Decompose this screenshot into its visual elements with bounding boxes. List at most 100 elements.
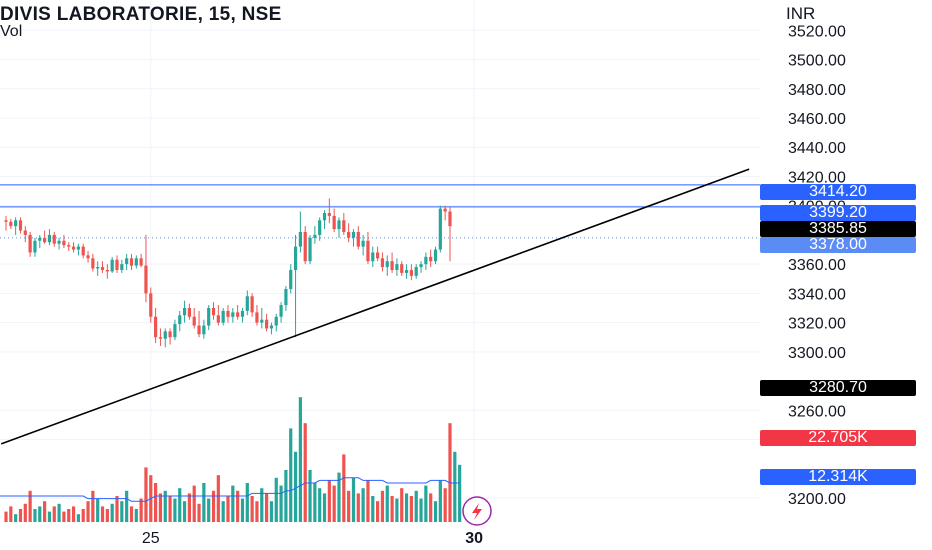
volume-bars bbox=[4, 397, 462, 522]
lightning-icon[interactable] bbox=[462, 496, 492, 526]
candle-body bbox=[269, 325, 274, 329]
candle-body bbox=[71, 246, 76, 250]
candle-body bbox=[322, 212, 327, 221]
candle-body bbox=[207, 307, 211, 326]
volume-bar bbox=[361, 488, 365, 522]
volume-bar bbox=[453, 451, 457, 522]
candlesticks bbox=[4, 198, 452, 348]
y-tick-label: 3440.00 bbox=[788, 140, 846, 157]
volume-bar bbox=[351, 477, 356, 522]
resistance-low-badge[interactable]: 3399.20 bbox=[760, 205, 916, 221]
volume-bar bbox=[404, 493, 409, 522]
volume-bar bbox=[81, 509, 85, 522]
volume-bar bbox=[390, 496, 394, 522]
candle-body bbox=[14, 220, 18, 227]
candle-body bbox=[231, 312, 235, 317]
x-axis-ticks: 25 30 bbox=[142, 530, 483, 547]
candle-body bbox=[351, 231, 356, 238]
y-tick-label: 3420.00 bbox=[788, 169, 846, 186]
candle-body bbox=[139, 258, 143, 266]
volume-bar bbox=[71, 506, 76, 522]
symbol-title[interactable]: DIVIS LABORATORIE, 15, NSE bbox=[0, 4, 282, 25]
volume-bar bbox=[202, 483, 206, 522]
volume-bar bbox=[269, 501, 274, 522]
volume-bar bbox=[67, 509, 71, 522]
volume-bar bbox=[245, 483, 249, 522]
volume-bar bbox=[308, 470, 312, 522]
y-tick-label: 3500.00 bbox=[788, 53, 846, 70]
candle-body bbox=[409, 269, 413, 276]
candle-body bbox=[390, 261, 394, 270]
candle-body bbox=[178, 315, 182, 325]
volume-bar bbox=[120, 501, 124, 522]
volume-bar bbox=[409, 496, 413, 522]
candle-body bbox=[250, 296, 254, 313]
candle-body bbox=[125, 258, 129, 265]
candle-body bbox=[327, 212, 331, 216]
candle-body bbox=[129, 258, 134, 266]
resistance-high-badge[interactable]: 3414.20 bbox=[760, 184, 916, 200]
volume-bar bbox=[96, 498, 100, 522]
volume-bar bbox=[115, 496, 119, 522]
volume-bar bbox=[125, 490, 129, 522]
volume-bar bbox=[337, 472, 341, 522]
volume-bar bbox=[395, 498, 399, 522]
volume-bar bbox=[419, 498, 423, 522]
candle-body bbox=[57, 240, 61, 244]
volume-bar bbox=[33, 509, 37, 522]
candle-body bbox=[81, 246, 85, 256]
candle-body bbox=[144, 265, 148, 294]
y-tick-label: 3260.00 bbox=[788, 403, 846, 420]
candle-body bbox=[424, 256, 428, 265]
candle-body bbox=[120, 264, 124, 270]
volume-bar bbox=[173, 498, 177, 522]
horizontal-levels[interactable] bbox=[0, 184, 760, 239]
candle-body bbox=[202, 325, 206, 335]
y-tick-label: 3360.00 bbox=[788, 257, 846, 274]
volume-bar bbox=[448, 423, 452, 522]
volume-bar bbox=[154, 483, 158, 522]
volume-indicator-label[interactable]: Vol bbox=[0, 23, 23, 40]
candle-body bbox=[361, 240, 365, 247]
candle-body bbox=[158, 337, 163, 339]
volume-bar bbox=[429, 493, 433, 522]
candle-body bbox=[105, 269, 109, 272]
volume-bar bbox=[178, 488, 182, 522]
volume-bar bbox=[105, 509, 109, 522]
candle-body bbox=[293, 246, 298, 270]
trendline[interactable] bbox=[0, 168, 750, 445]
volume-bar bbox=[38, 506, 42, 522]
candle-body bbox=[419, 264, 423, 268]
volume-bar bbox=[342, 454, 346, 522]
volume-ma-badge: 12.314K bbox=[760, 469, 916, 485]
volume-bar bbox=[293, 451, 298, 522]
volume-bar bbox=[23, 503, 27, 522]
candle-body bbox=[47, 234, 52, 243]
candle-body bbox=[168, 331, 172, 338]
volume-bar bbox=[424, 485, 428, 522]
volume-bar bbox=[366, 480, 370, 522]
volume-bar bbox=[86, 501, 90, 522]
candle-body bbox=[429, 256, 433, 262]
candle-body bbox=[303, 231, 307, 262]
candle-body bbox=[448, 211, 452, 227]
candle-body bbox=[9, 221, 13, 227]
volume-bar bbox=[438, 480, 442, 522]
candle-body bbox=[100, 267, 105, 270]
volume-bar bbox=[298, 397, 302, 522]
candle-body bbox=[279, 305, 283, 317]
candle-body bbox=[197, 325, 201, 335]
dotted-level-badge[interactable]: 3378.00 bbox=[760, 237, 916, 253]
candle-body bbox=[115, 259, 119, 270]
volume-bar bbox=[289, 428, 293, 522]
volume-bar bbox=[9, 506, 13, 522]
candle-body bbox=[313, 234, 317, 238]
volume-bar bbox=[318, 488, 322, 522]
volume-bar bbox=[192, 485, 196, 522]
volume-bar bbox=[284, 470, 288, 522]
volume-bar bbox=[211, 490, 216, 522]
candle-body bbox=[86, 255, 90, 259]
volume-bar bbox=[414, 490, 418, 522]
candle-body bbox=[342, 220, 346, 232]
